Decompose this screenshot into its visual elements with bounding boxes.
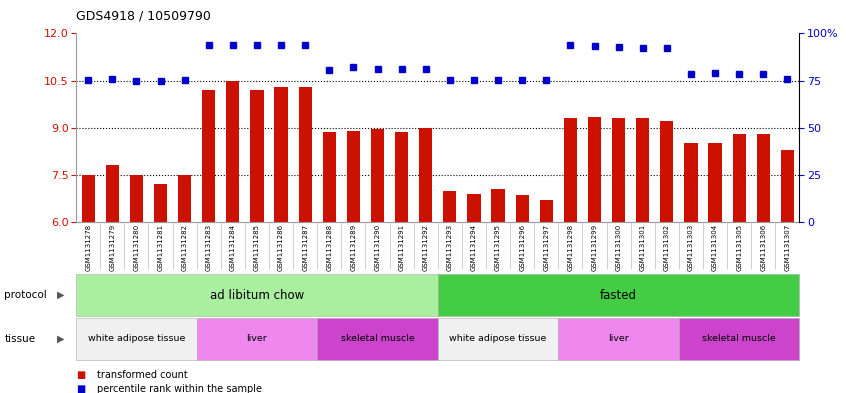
Bar (395, 132, 409, 222)
Text: GSM1131307: GSM1131307 (784, 224, 790, 271)
Text: ▶: ▶ (58, 290, 64, 300)
Text: skeletal muscle: skeletal muscle (341, 334, 415, 343)
Text: GSM1131295: GSM1131295 (495, 224, 501, 271)
Text: GSM1131301: GSM1131301 (640, 224, 645, 271)
Text: GSM1131293: GSM1131293 (447, 224, 453, 271)
Bar (76, 318, 196, 360)
Text: GSM1131284: GSM1131284 (230, 224, 236, 271)
Text: GSM1131306: GSM1131306 (761, 224, 766, 271)
Text: tissue: tissue (4, 334, 36, 344)
Bar (106, 165, 119, 222)
Text: ▶: ▶ (58, 334, 64, 344)
Bar (250, 90, 264, 222)
Text: GSM1131281: GSM1131281 (157, 224, 163, 271)
Text: GSM1131305: GSM1131305 (736, 224, 742, 271)
Text: GSM1131278: GSM1131278 (85, 224, 91, 271)
Bar (467, 194, 481, 222)
Bar (202, 90, 216, 222)
Bar (636, 118, 650, 222)
Text: GSM1131290: GSM1131290 (375, 224, 381, 271)
Bar (196, 318, 317, 360)
Bar (322, 132, 336, 222)
Bar (371, 129, 384, 222)
Text: GDS4918 / 10509790: GDS4918 / 10509790 (76, 10, 211, 23)
Text: GSM1131298: GSM1131298 (568, 224, 574, 271)
Bar (558, 318, 678, 360)
Text: fasted: fasted (600, 288, 637, 302)
Bar (437, 274, 799, 316)
Text: GSM1131303: GSM1131303 (688, 224, 694, 271)
Text: GSM1131283: GSM1131283 (206, 224, 212, 271)
Bar (443, 191, 457, 222)
Bar (76, 274, 437, 316)
Bar (756, 134, 770, 222)
Bar (226, 81, 239, 222)
Text: GSM1131286: GSM1131286 (278, 224, 284, 271)
Text: protocol: protocol (4, 290, 47, 300)
Text: percentile rank within the sample: percentile rank within the sample (97, 384, 262, 393)
Text: GSM1131299: GSM1131299 (591, 224, 597, 271)
Text: ■: ■ (76, 384, 85, 393)
Bar (660, 121, 673, 222)
Text: transformed count: transformed count (97, 370, 188, 380)
Bar (317, 318, 437, 360)
Bar (274, 87, 288, 222)
Text: GSM1131280: GSM1131280 (134, 224, 140, 271)
Bar (612, 118, 625, 222)
Bar (781, 150, 794, 222)
Bar (154, 184, 168, 222)
Bar (81, 175, 95, 222)
Text: white adipose tissue: white adipose tissue (88, 334, 185, 343)
Text: liver: liver (608, 334, 629, 343)
Bar (178, 175, 191, 222)
Bar (678, 318, 799, 360)
Bar (419, 128, 432, 222)
Text: GSM1131289: GSM1131289 (350, 224, 356, 271)
Bar (515, 195, 529, 222)
Text: GSM1131292: GSM1131292 (423, 224, 429, 271)
Text: GSM1131291: GSM1131291 (398, 224, 404, 271)
Text: GSM1131300: GSM1131300 (616, 224, 622, 271)
Text: GSM1131279: GSM1131279 (109, 224, 115, 271)
Text: GSM1131287: GSM1131287 (302, 224, 308, 271)
Text: ad libitum chow: ad libitum chow (210, 288, 304, 302)
Text: skeletal muscle: skeletal muscle (702, 334, 776, 343)
Bar (129, 175, 143, 222)
Text: GSM1131304: GSM1131304 (712, 224, 718, 271)
Bar (588, 117, 602, 222)
Text: GSM1131302: GSM1131302 (664, 224, 670, 271)
Bar (347, 131, 360, 222)
Bar (708, 143, 722, 222)
Text: GSM1131294: GSM1131294 (471, 224, 477, 271)
Text: GSM1131285: GSM1131285 (254, 224, 260, 271)
Text: liver: liver (246, 334, 267, 343)
Text: ■: ■ (76, 370, 85, 380)
Bar (492, 189, 505, 222)
Bar (540, 200, 553, 222)
Text: white adipose tissue: white adipose tissue (449, 334, 547, 343)
Text: GSM1131296: GSM1131296 (519, 224, 525, 271)
Bar (733, 134, 746, 222)
Text: GSM1131288: GSM1131288 (327, 224, 332, 271)
Bar (437, 318, 558, 360)
Text: GSM1131297: GSM1131297 (543, 224, 549, 271)
Text: GSM1131282: GSM1131282 (182, 224, 188, 271)
Bar (299, 87, 312, 222)
Bar (563, 118, 577, 222)
Bar (684, 143, 698, 222)
